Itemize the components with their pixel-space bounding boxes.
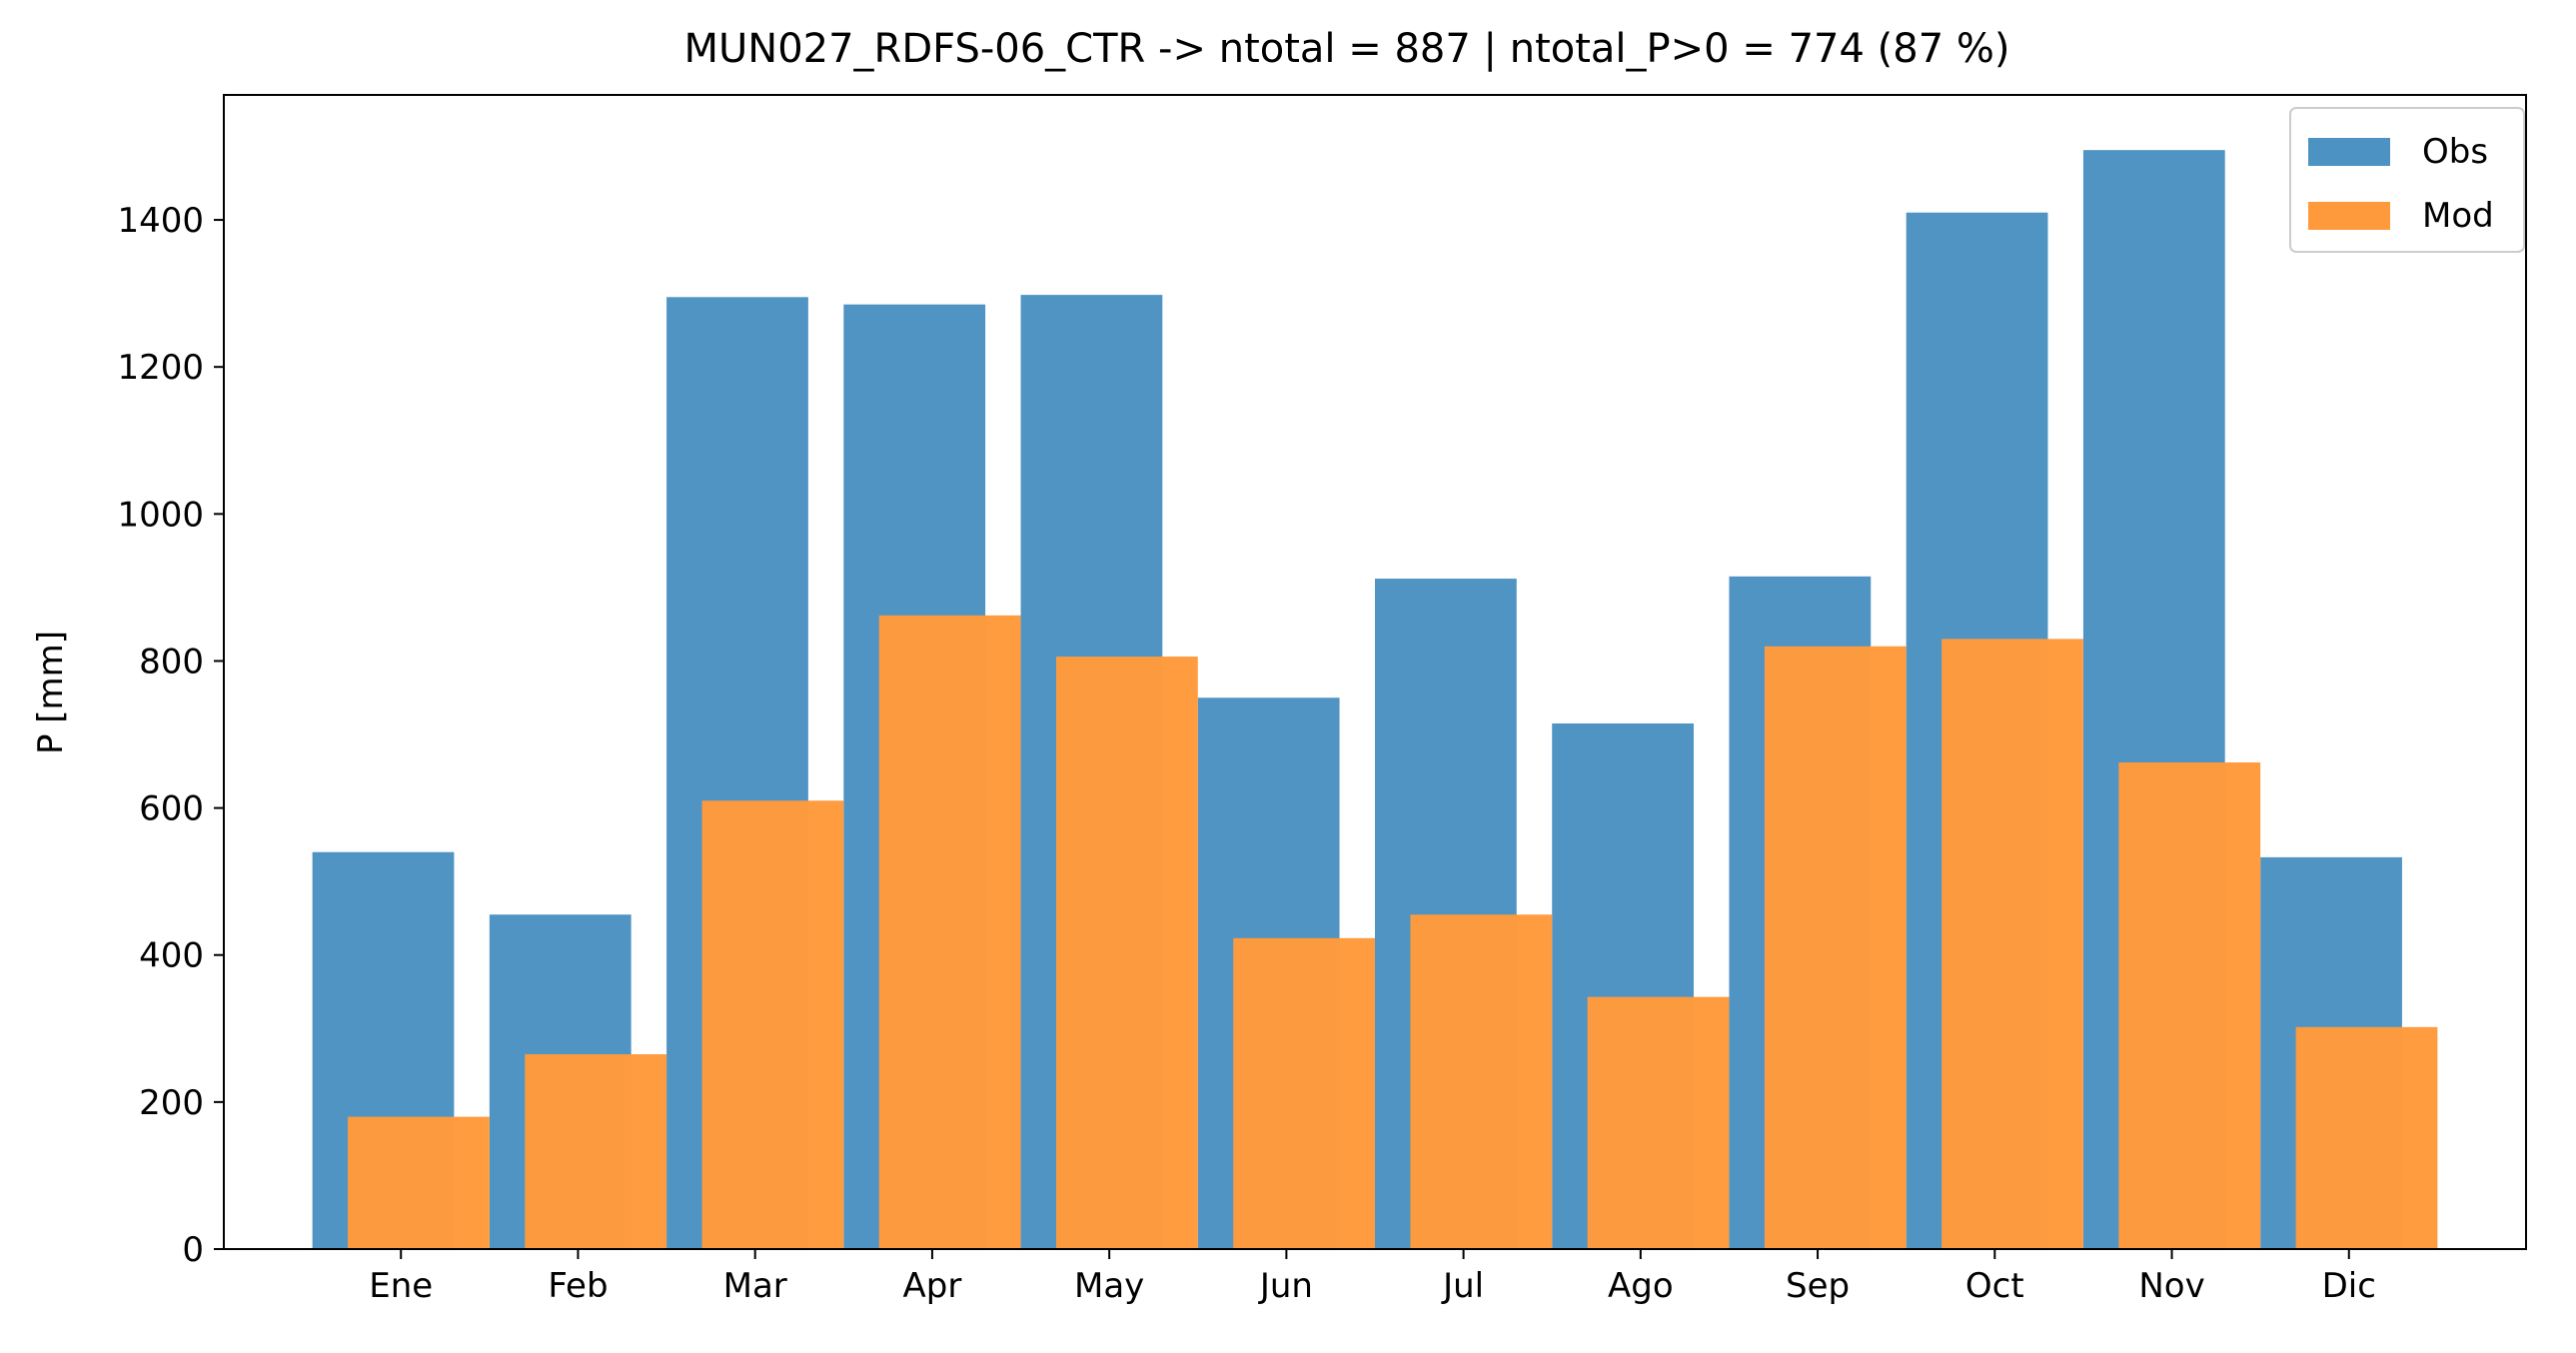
x-tick-label: Dic: [2322, 1266, 2376, 1306]
plot-area-frame: [223, 94, 2527, 1250]
x-tick-label: May: [1074, 1266, 1144, 1306]
bar-mod: [1587, 996, 1730, 1249]
bar-mod: [348, 1116, 490, 1249]
legend-label-mod: Mod: [2422, 196, 2494, 236]
bar-mod: [1410, 914, 1553, 1249]
x-tick-label: Mar: [723, 1266, 787, 1306]
chart-title: MUN027_RDFS-06_CTR -> ntotal = 887 | nto…: [684, 26, 2010, 72]
y-axis-ticks: 0 200 400 600 800 1000 1200 1400: [117, 201, 224, 1270]
y-tick-label: 1200: [117, 348, 204, 388]
legend: Obs Mod: [2289, 107, 2525, 253]
x-tick-label: Apr: [903, 1266, 962, 1306]
x-tick-label: Jul: [1441, 1266, 1484, 1306]
bar-mod: [1764, 646, 1907, 1249]
bar-mod: [2295, 1026, 2438, 1249]
legend-label-obs: Obs: [2422, 132, 2488, 172]
x-tick-label: Jun: [1258, 1266, 1313, 1306]
bar-mod: [1055, 657, 1198, 1249]
bar-mod: [878, 615, 1021, 1249]
y-tick-label: 1000: [117, 495, 204, 535]
y-tick-label: 0: [182, 1230, 204, 1270]
y-tick-label: 200: [139, 1083, 204, 1123]
x-tick-label: Nov: [2138, 1266, 2204, 1306]
x-axis-ticks: Ene Feb Mar Apr May Jun Jul Ago Sep Oct Nov Dic: [369, 1249, 2376, 1306]
bar-mod: [1941, 639, 2083, 1249]
legend-swatch-obs: [2308, 138, 2390, 166]
y-tick-label: 1400: [117, 201, 204, 241]
bar-mod: [701, 800, 844, 1249]
bar-mod: [2118, 761, 2261, 1249]
x-tick-label: Feb: [548, 1266, 608, 1306]
y-tick-label: 800: [139, 642, 204, 681]
x-tick-label: Ene: [369, 1266, 433, 1306]
y-tick-label: 600: [139, 789, 204, 829]
y-axis-label: P [mm]: [31, 631, 71, 754]
x-tick-label: Oct: [1965, 1266, 2024, 1306]
y-tick-label: 400: [139, 936, 204, 976]
bar-mod: [1233, 937, 1375, 1249]
legend-swatch-mod: [2308, 202, 2390, 230]
x-tick-label: Ago: [1608, 1266, 1674, 1306]
x-tick-label: Sep: [1786, 1266, 1850, 1306]
bar-mod: [525, 1054, 667, 1249]
series-mod-bars: [348, 615, 2438, 1249]
